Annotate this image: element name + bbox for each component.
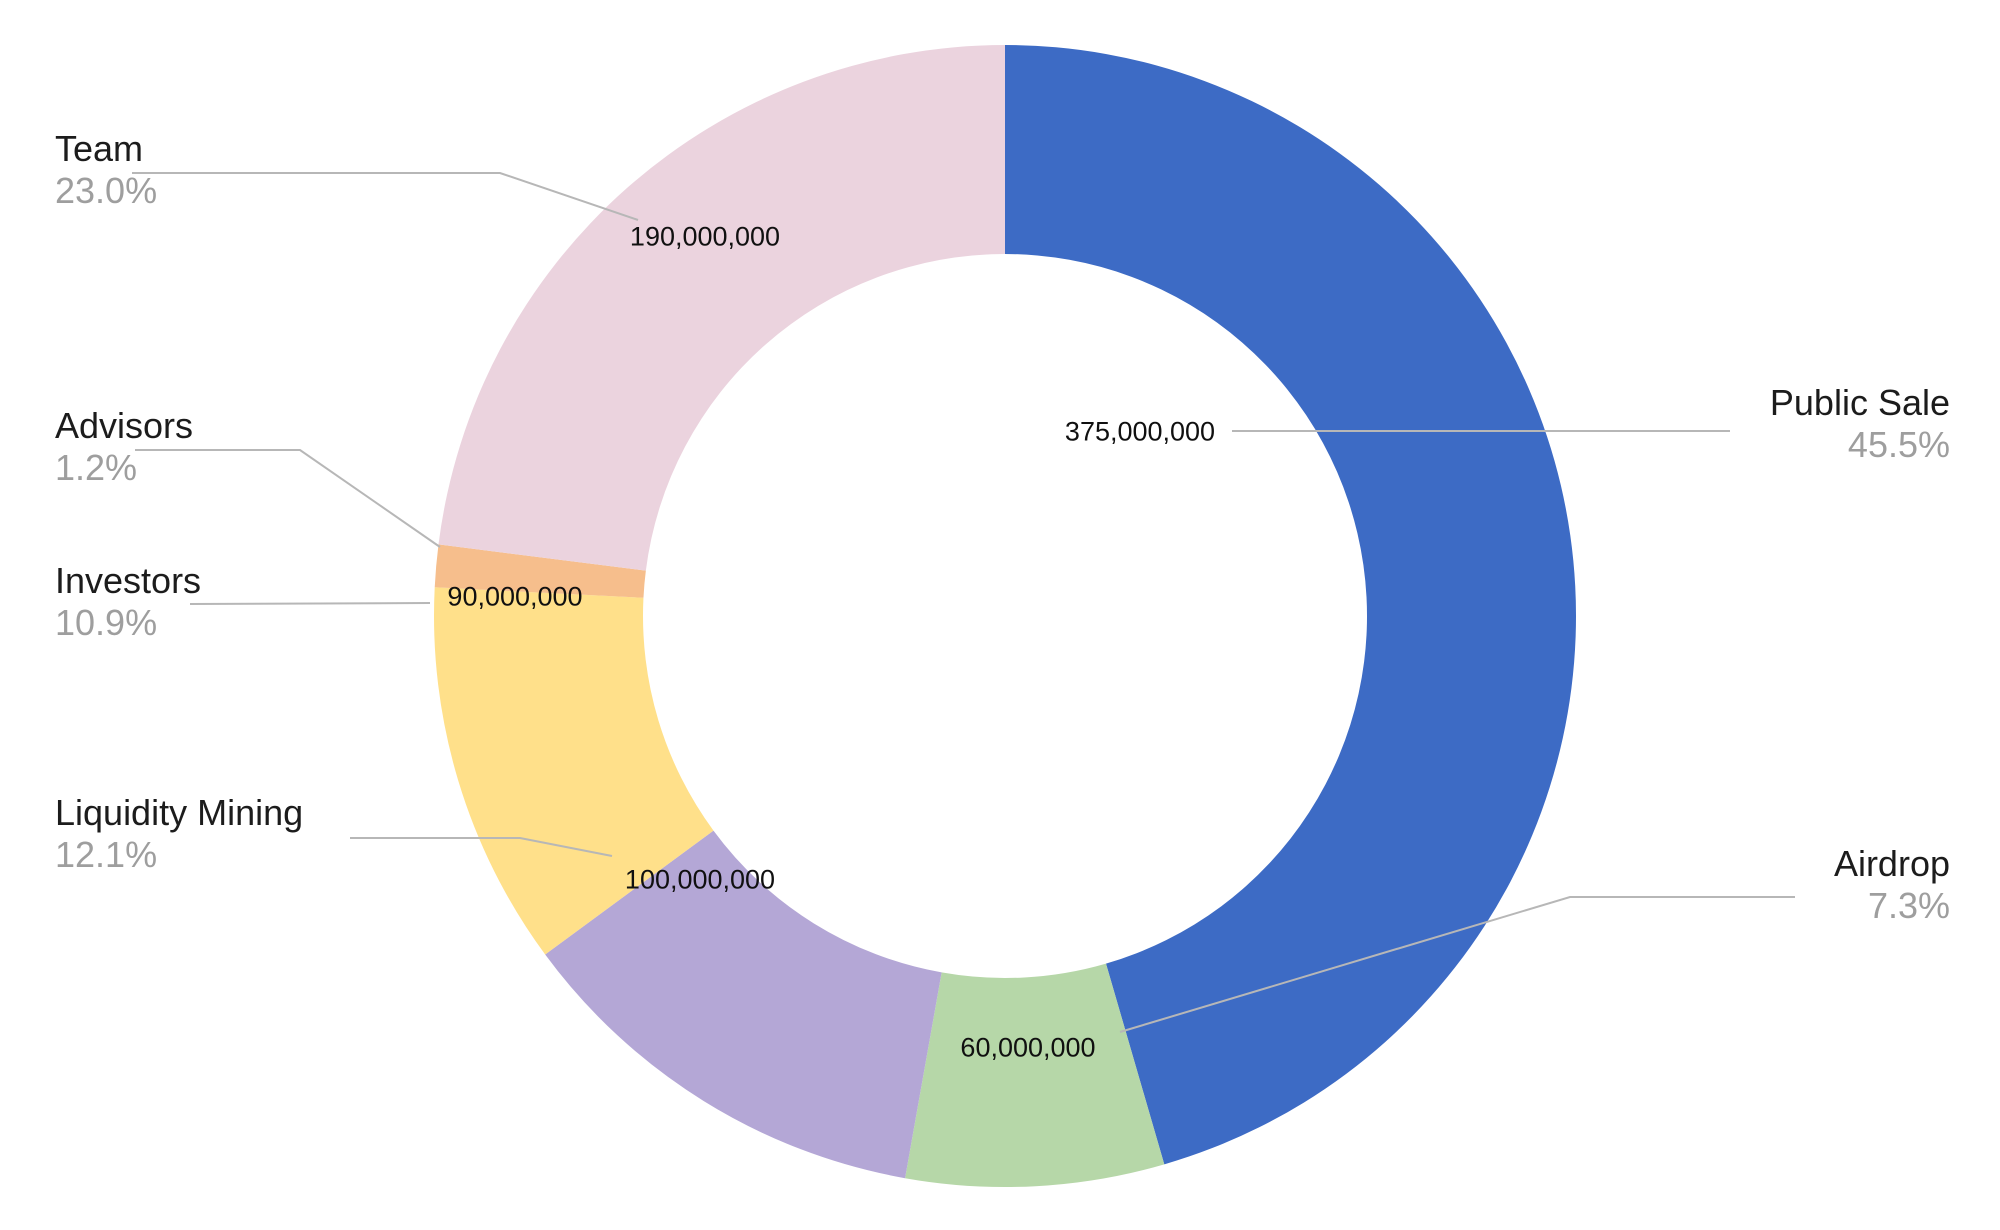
slice-liquidity-mining[interactable] <box>545 830 942 1179</box>
label-team-pct: 23.0% <box>55 170 158 212</box>
slice-value-public-sale: 375,000,000 <box>1064 416 1216 447</box>
slice-airdrop[interactable] <box>905 963 1165 1188</box>
label-liquidity-mining-pct: 12.1% <box>55 834 158 876</box>
label-public-sale: Public Sale 45.5% <box>1770 382 1950 466</box>
label-advisors-pct: 1.2% <box>55 447 138 489</box>
label-liquidity-mining: Liquidity Mining 12.1% <box>55 792 303 876</box>
label-team: Team 23.0% <box>55 128 157 212</box>
slice-public-sale[interactable] <box>1005 45 1577 1165</box>
slice-advisors[interactable] <box>434 544 646 598</box>
label-airdrop: Airdrop 7.3% <box>1834 843 1950 927</box>
label-investors: Investors 10.9% <box>55 560 201 644</box>
slice-investors[interactable] <box>433 587 714 955</box>
leader-line-liquidity-mining <box>350 837 613 857</box>
leader-line-airdrop <box>1119 896 1795 1033</box>
label-public-sale-name: Public Sale <box>1769 382 1950 423</box>
label-airdrop-name: Airdrop <box>1833 843 1950 884</box>
label-investors-name: Investors <box>55 560 202 601</box>
slice-value-team: 190,000,000 <box>629 221 781 252</box>
label-liquidity-mining-name: Liquidity Mining <box>55 792 304 833</box>
label-airdrop-pct: 7.3% <box>1867 885 1950 927</box>
donut-slices <box>433 44 1577 1188</box>
leader-line-team <box>132 172 639 221</box>
slice-value-liquidity-mining: 100,000,000 <box>624 864 776 895</box>
label-advisors: Advisors 1.2% <box>55 405 193 489</box>
leader-line-investors <box>189 602 431 605</box>
label-team-name: Team <box>55 128 144 169</box>
slice-team[interactable] <box>438 44 1006 571</box>
label-investors-pct: 10.9% <box>55 602 158 644</box>
leader-line-advisors <box>135 449 441 548</box>
slice-value-airdrop: 60,000,000 <box>960 1032 1096 1063</box>
slice-value-investors: 90,000,000 <box>447 581 583 612</box>
label-public-sale-pct: 45.5% <box>1847 424 1950 466</box>
label-advisors-name: Advisors <box>55 405 194 446</box>
